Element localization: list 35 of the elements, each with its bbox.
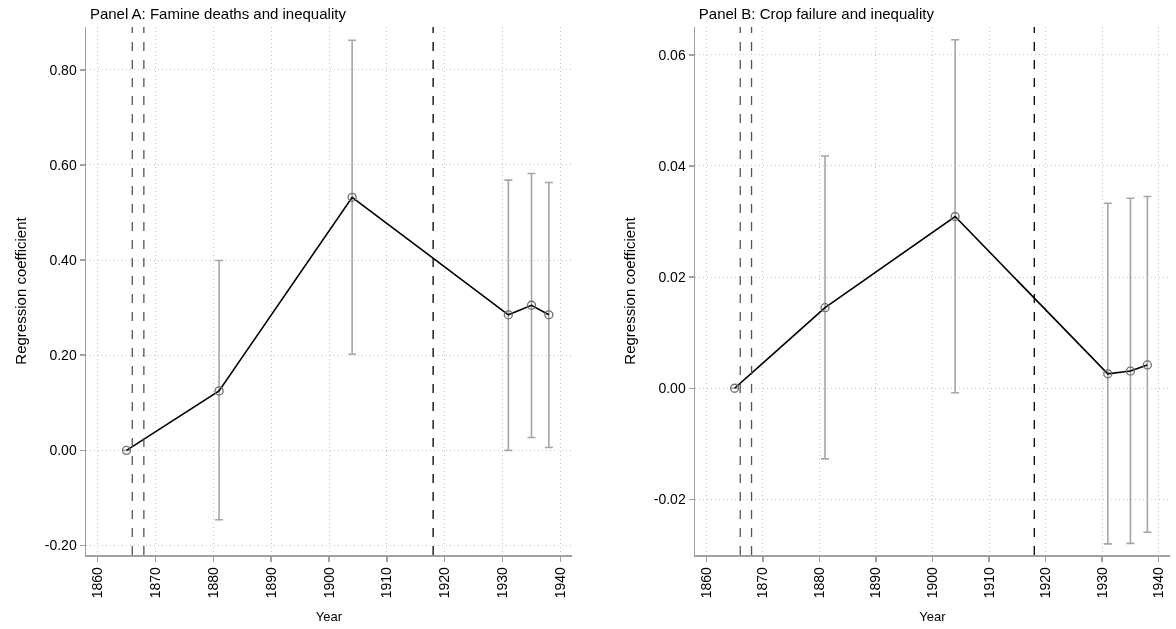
chart-title: Panel A: Famine deaths and inequality bbox=[89, 5, 347, 23]
x-tick-label: 1940 bbox=[551, 566, 568, 599]
x-tick-label: 1900 bbox=[320, 566, 337, 599]
y-tick-label: 0.00 bbox=[658, 380, 686, 397]
x-axis-title: Year bbox=[315, 608, 343, 624]
y-tick-label: 0.60 bbox=[49, 156, 77, 173]
x-axis-title: Year bbox=[919, 608, 947, 624]
x-tick-label: 1940 bbox=[1150, 566, 1167, 599]
y-tick-label: -0.02 bbox=[653, 491, 686, 508]
x-tick-label: 1860 bbox=[89, 566, 106, 599]
x-tick-label: 1870 bbox=[754, 566, 771, 599]
x-tick-label: 1890 bbox=[262, 566, 279, 599]
x-tick-label: 1870 bbox=[146, 566, 163, 599]
y-axis-title: Regression coefficient bbox=[621, 216, 639, 365]
y-tick-label: 0.06 bbox=[658, 46, 686, 63]
x-tick-label: 1910 bbox=[980, 566, 997, 599]
y-tick-label: 0.00 bbox=[49, 442, 77, 459]
x-tick-label: 1880 bbox=[204, 566, 221, 599]
x-tick-label: 1910 bbox=[378, 566, 395, 599]
y-tick-label: 0.02 bbox=[658, 269, 686, 286]
y-tick-label: 0.20 bbox=[49, 347, 77, 364]
y-tick-label: -0.20 bbox=[44, 537, 77, 554]
x-tick-label: 1900 bbox=[924, 566, 941, 599]
x-tick-label: 1860 bbox=[697, 566, 714, 599]
y-tick-label: 0.40 bbox=[49, 251, 77, 268]
y-tick-label: 0.80 bbox=[49, 61, 77, 78]
x-tick-label: 1930 bbox=[1093, 566, 1110, 599]
y-axis-title: Regression coefficient bbox=[12, 216, 30, 365]
chart-title: Panel B: Crop failure and inequality bbox=[698, 5, 935, 23]
x-tick-label: 1880 bbox=[810, 566, 827, 599]
x-tick-label: 1930 bbox=[494, 566, 511, 599]
x-tick-label: 1890 bbox=[867, 566, 884, 599]
x-tick-label: 1920 bbox=[436, 566, 453, 599]
x-tick-label: 1920 bbox=[1037, 566, 1054, 599]
y-tick-label: 0.04 bbox=[658, 157, 686, 174]
